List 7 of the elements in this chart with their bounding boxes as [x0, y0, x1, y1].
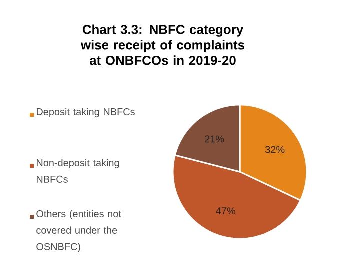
chart-title: Chart 3.3: NBFC category wise receipt of complaints at ONBFCOs in 2019-20 [80, 24, 245, 66]
data-label: 32% [265, 146, 285, 154]
data-label: 21% [205, 136, 224, 143]
legend-label: Others (entities not covered under the OSNBFC) [36, 210, 122, 252]
legend-label: Deposit taking NBFCs [37, 108, 135, 118]
legend-label: Non-deposit taking NBFCs [37, 159, 120, 183]
data-label: 47% [216, 208, 236, 215]
